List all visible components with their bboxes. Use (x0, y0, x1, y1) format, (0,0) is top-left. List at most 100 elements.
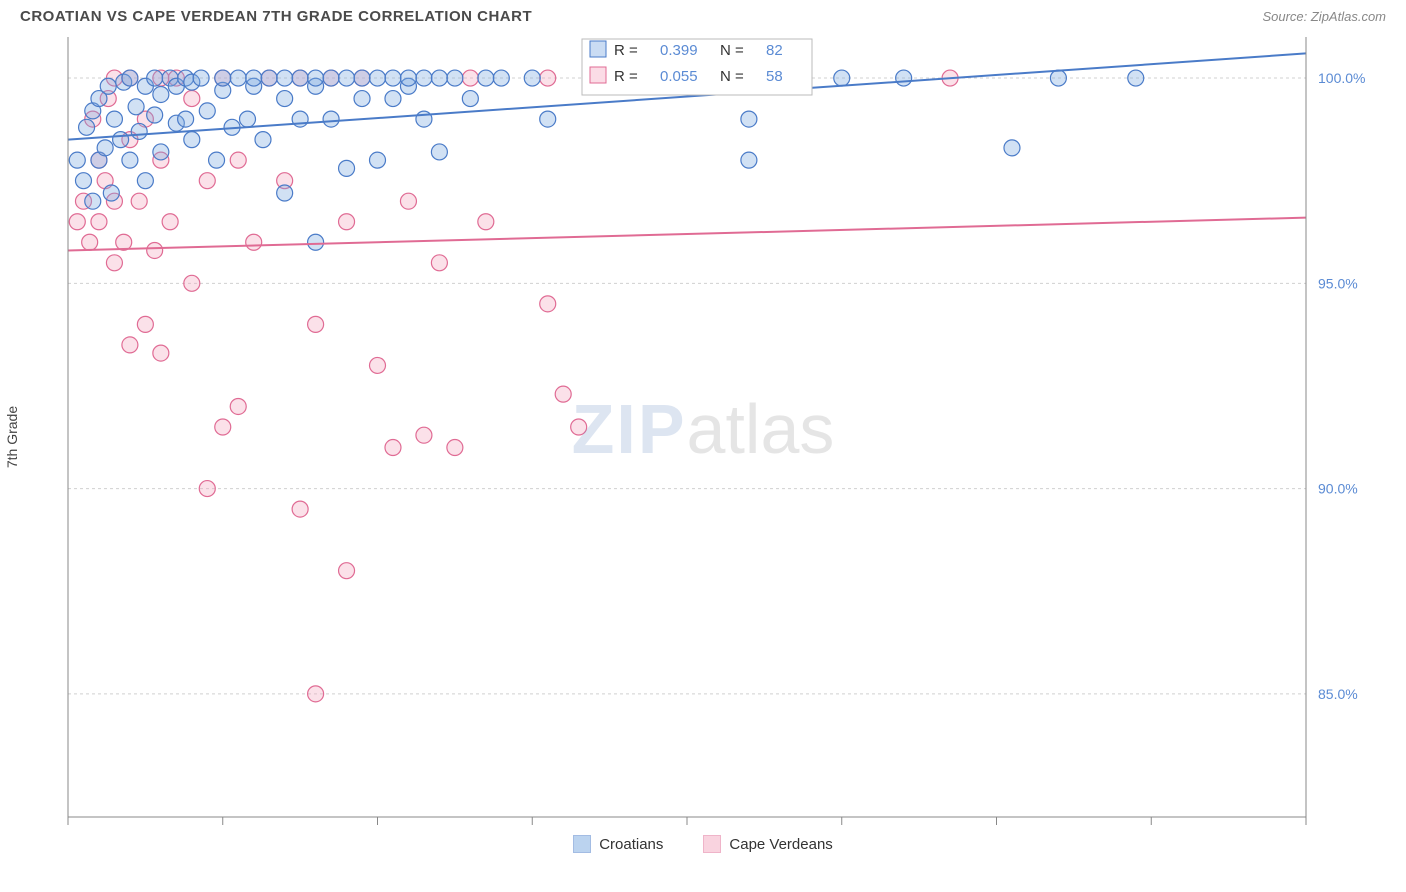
data-point (97, 140, 113, 156)
data-point (106, 111, 122, 127)
data-point (370, 70, 386, 86)
data-point (91, 214, 107, 230)
data-point (277, 91, 293, 107)
data-point (1128, 70, 1144, 86)
data-point (308, 70, 324, 86)
chart-source: Source: ZipAtlas.com (1262, 9, 1386, 24)
data-point (834, 70, 850, 86)
data-point (85, 193, 101, 209)
y-tick-label: 95.0% (1318, 275, 1358, 291)
data-point (540, 111, 556, 127)
data-point (447, 440, 463, 456)
data-point (69, 152, 85, 168)
data-point (431, 255, 447, 271)
data-point (339, 563, 355, 579)
legend-label: Croatians (599, 836, 663, 853)
data-point (540, 70, 556, 86)
data-point (131, 193, 147, 209)
data-point (215, 419, 231, 435)
data-point (1050, 70, 1066, 86)
data-point (416, 427, 432, 443)
y-tick-label: 90.0% (1318, 481, 1358, 497)
data-point (246, 234, 262, 250)
data-point (277, 185, 293, 201)
data-point (230, 70, 246, 86)
data-point (524, 70, 540, 86)
data-point (447, 70, 463, 86)
data-point (354, 70, 370, 86)
data-point (308, 316, 324, 332)
data-point (193, 70, 209, 86)
data-point (122, 70, 138, 86)
data-point (137, 316, 153, 332)
data-point (147, 70, 163, 86)
data-point (131, 123, 147, 139)
data-point (896, 70, 912, 86)
data-point (292, 501, 308, 517)
data-point (147, 242, 163, 258)
data-point (416, 70, 432, 86)
data-point (209, 152, 225, 168)
legend-item: Croatians (573, 835, 663, 853)
data-point (555, 386, 571, 402)
data-point (292, 70, 308, 86)
data-point (113, 132, 129, 148)
data-point (230, 152, 246, 168)
data-point (255, 132, 271, 148)
legend-r-label: R = (614, 68, 638, 85)
data-point (230, 398, 246, 414)
data-point (199, 103, 215, 119)
data-point (100, 78, 116, 94)
data-point (153, 86, 169, 102)
data-point (339, 214, 355, 230)
legend-swatch (590, 41, 606, 57)
bottom-legend: Croatians Cape Verdeans (0, 835, 1406, 853)
data-point (339, 70, 355, 86)
data-point (741, 152, 757, 168)
data-point (385, 440, 401, 456)
data-point (308, 234, 324, 250)
legend-label: Cape Verdeans (729, 836, 832, 853)
chart-area: 7th Grade 85.0%90.0%95.0%100.0%0.0%40.0%… (20, 29, 1386, 829)
data-point (147, 107, 163, 123)
data-point (323, 111, 339, 127)
data-point (82, 234, 98, 250)
data-point (462, 70, 478, 86)
y-axis-label: 7th Grade (4, 406, 20, 468)
data-point (215, 70, 231, 86)
legend-swatch (703, 835, 721, 853)
data-point (385, 70, 401, 86)
scatter-chart: 85.0%90.0%95.0%100.0%0.0%40.0%R =0.399N … (20, 29, 1386, 829)
data-point (339, 160, 355, 176)
data-point (240, 111, 256, 127)
data-point (106, 255, 122, 271)
data-point (354, 91, 370, 107)
data-point (178, 111, 194, 127)
data-point (370, 152, 386, 168)
legend-n-value: 82 (766, 42, 783, 59)
data-point (261, 70, 277, 86)
legend-swatch (590, 67, 606, 83)
legend-item: Cape Verdeans (703, 835, 832, 853)
data-point (128, 99, 144, 115)
legend-n-value: 58 (766, 68, 783, 85)
data-point (184, 91, 200, 107)
data-point (493, 70, 509, 86)
legend-r-value: 0.399 (660, 42, 698, 59)
data-point (79, 119, 95, 135)
chart-header: CROATIAN VS CAPE VERDEAN 7TH GRADE CORRE… (0, 0, 1406, 29)
legend-r-label: R = (614, 42, 638, 59)
data-point (153, 144, 169, 160)
data-point (741, 111, 757, 127)
data-point (137, 173, 153, 189)
data-point (571, 419, 587, 435)
data-point (277, 70, 293, 86)
data-point (370, 357, 386, 373)
data-point (246, 70, 262, 86)
data-point (122, 152, 138, 168)
data-point (462, 91, 478, 107)
data-point (400, 70, 416, 86)
legend-r-value: 0.055 (660, 68, 698, 85)
data-point (122, 337, 138, 353)
y-tick-label: 85.0% (1318, 686, 1358, 702)
